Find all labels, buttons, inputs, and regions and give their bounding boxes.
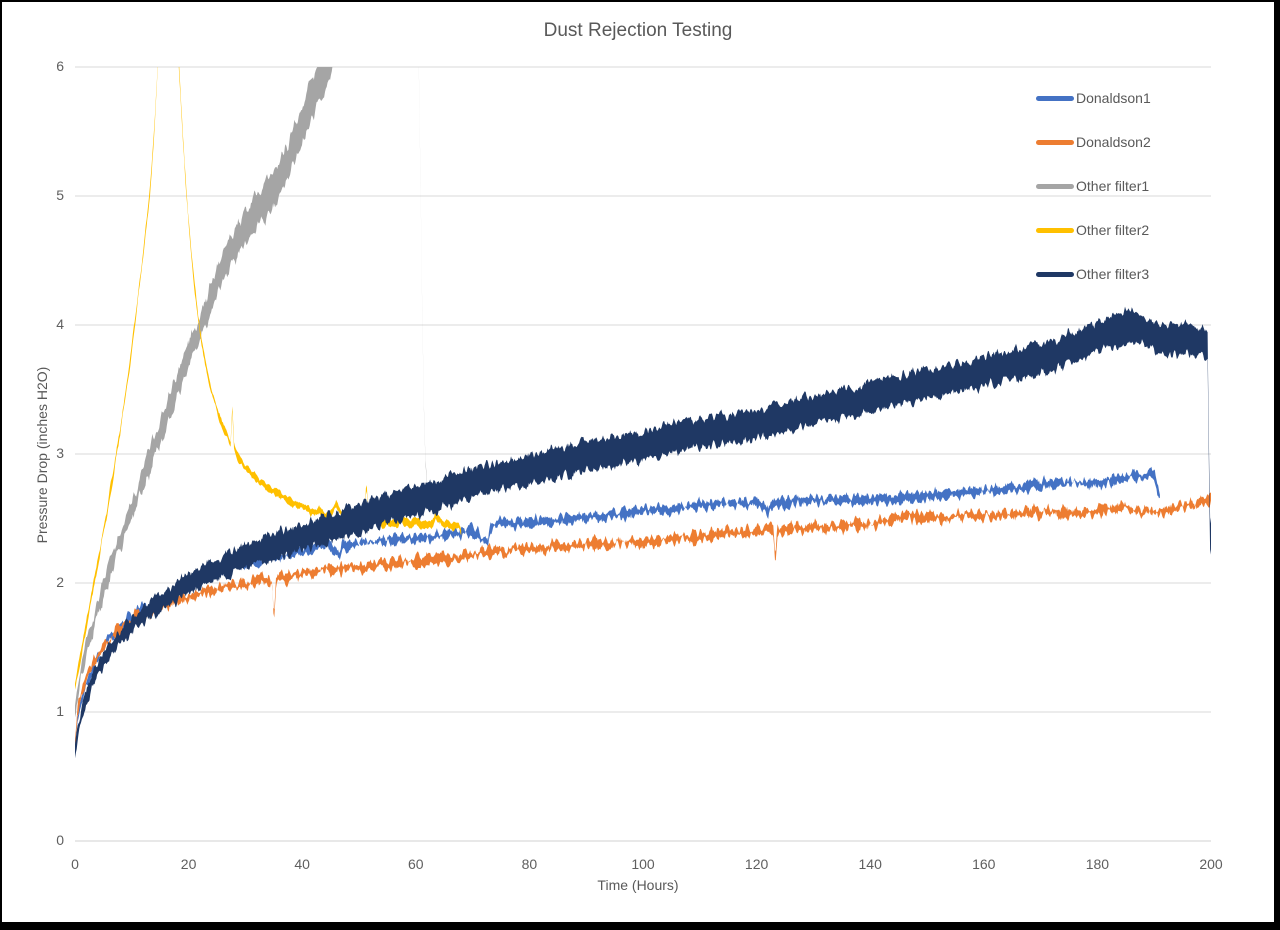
x-tick-label-180: 180 bbox=[1085, 856, 1110, 872]
y-tick-label-2: 2 bbox=[56, 574, 64, 590]
y-tick-label-6: 6 bbox=[56, 58, 64, 74]
x-tick-label-80: 80 bbox=[521, 856, 538, 872]
y-tick-label-4: 4 bbox=[56, 316, 64, 332]
series-other-filter1 bbox=[75, 67, 333, 718]
x-tick-label-120: 120 bbox=[744, 856, 769, 872]
series-other-filter2 bbox=[75, 67, 158, 690]
series-donaldson1 bbox=[75, 466, 1160, 748]
series-donaldson2 bbox=[75, 492, 1211, 747]
legend-label: Donaldson1 bbox=[1076, 90, 1151, 106]
legend-item-other-filter2: Other filter2 bbox=[1036, 222, 1149, 238]
x-tick-label-0: 0 bbox=[71, 856, 79, 872]
legend-label: Other filter2 bbox=[1076, 222, 1150, 238]
legend-swatch bbox=[1036, 227, 1074, 233]
y-tick-label-1: 1 bbox=[56, 703, 64, 719]
x-axis-title: Time (Hours) bbox=[597, 877, 679, 893]
x-tick-label-200: 200 bbox=[1199, 856, 1223, 872]
chart-title: Dust Rejection Testing bbox=[543, 20, 733, 41]
y-tick-label-0: 0 bbox=[56, 832, 64, 848]
x-tick-label-60: 60 bbox=[408, 856, 424, 872]
legend-item-donaldson2: Donaldson2 bbox=[1036, 134, 1151, 150]
y-tick-label-5: 5 bbox=[56, 187, 64, 203]
x-tick-label-160: 160 bbox=[972, 856, 996, 872]
legend-label: Donaldson2 bbox=[1076, 134, 1151, 150]
x-tick-label-100: 100 bbox=[631, 856, 655, 872]
legend-swatch bbox=[1036, 95, 1074, 101]
legend-label: Other filter1 bbox=[1076, 178, 1150, 194]
x-tick-label-40: 40 bbox=[294, 856, 310, 872]
y-tick-label-3: 3 bbox=[56, 445, 64, 461]
legend-item-other-filter3: Other filter3 bbox=[1036, 266, 1149, 282]
x-tick-label-140: 140 bbox=[858, 856, 882, 872]
series-other-filter1 bbox=[418, 67, 440, 525]
legend-label: Other filter3 bbox=[1076, 266, 1150, 282]
legend-swatch bbox=[1036, 183, 1074, 189]
legend-swatch bbox=[1036, 139, 1074, 145]
legend-item-other-filter1: Other filter1 bbox=[1036, 178, 1149, 194]
x-tick-label-20: 20 bbox=[180, 856, 197, 872]
legend-swatch bbox=[1036, 271, 1074, 277]
series-other-filter3 bbox=[75, 306, 1211, 759]
legend-item-donaldson1: Donaldson1 bbox=[1036, 90, 1151, 106]
